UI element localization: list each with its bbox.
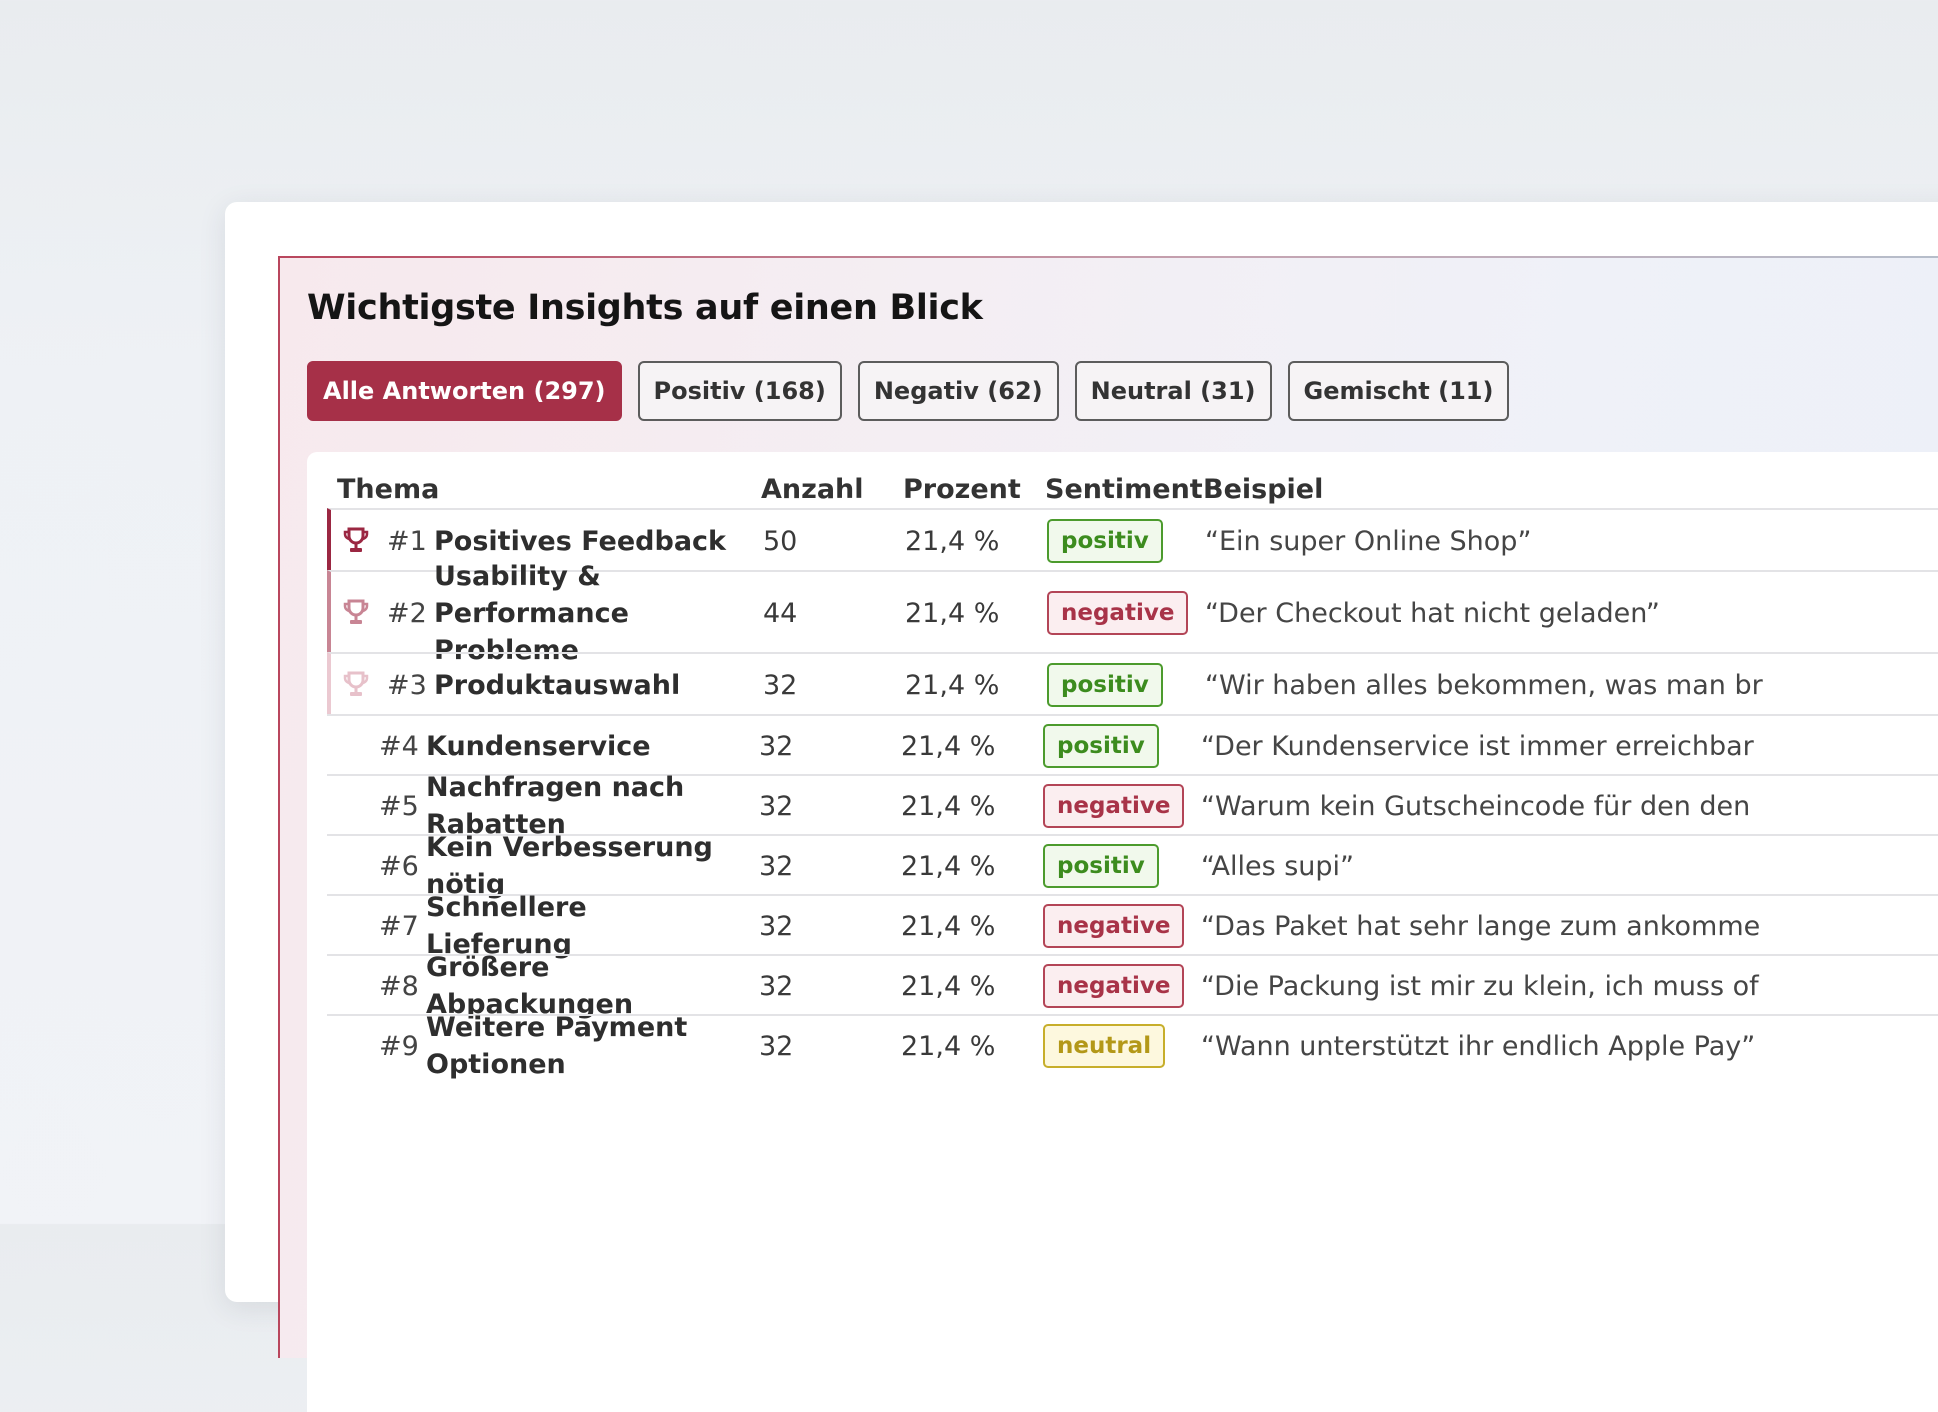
sentiment-badge: neutral	[1043, 1024, 1166, 1068]
percent-value: 21,4 %	[901, 910, 996, 942]
sentiment-badge: positiv	[1047, 519, 1163, 563]
example-quote: “Wann unterstützt ihr endlich Apple Pay”	[1201, 1030, 1756, 1062]
sentiment-cell: negative	[1043, 896, 1185, 956]
filter-neutral-button[interactable]: Neutral (31)	[1074, 361, 1272, 421]
section-title: Wichtigste Insights auf einen Blick	[307, 288, 983, 328]
column-header-beispiel[interactable]: Beispiel	[1203, 474, 1324, 505]
trophy-icon	[343, 510, 369, 572]
sentiment-badge: negative	[1043, 904, 1185, 948]
count-value: 50	[763, 525, 798, 557]
sentiment-cell: positiv	[1047, 510, 1163, 572]
theme-label: Produktauswahl	[434, 669, 681, 701]
sentiment-cell: negative	[1043, 776, 1185, 836]
rank-label: #2	[387, 597, 427, 629]
count-value: 44	[763, 597, 798, 629]
theme-label: Größere Abpackungen	[426, 952, 634, 1020]
example-quote: “Ein super Online Shop”	[1205, 525, 1532, 557]
sentiment-filter-bar: Alle Antworten (297) Positiv (168) Negat…	[307, 361, 1510, 421]
example-quote: “Warum kein Gutscheincode für den den	[1201, 790, 1751, 822]
filter-all-button[interactable]: Alle Antworten (297)	[307, 361, 622, 421]
count-value: 32	[763, 669, 798, 701]
percent-value: 21,4 %	[901, 790, 996, 822]
table-row[interactable]: #8 Größere Abpackungen 32 21,4 % negative “Di…	[327, 952, 1938, 1020]
count-value: 32	[759, 910, 794, 942]
table-row[interactable]: #6 Kein Verbesserung nötig 32 21,4 % positiv…	[327, 832, 1938, 900]
rank-label: #8	[379, 970, 419, 1002]
percent-value: 21,4 %	[905, 525, 1000, 557]
theme-label: Usability & Performance Probleme	[434, 560, 629, 666]
example-quote: “Der Checkout hat nicht geladen”	[1205, 597, 1660, 629]
percent-value: 21,4 %	[901, 730, 996, 762]
example-quote: “Das Paket hat sehr lange zum ankomme	[1201, 910, 1761, 942]
rank-label: #9	[379, 1030, 419, 1062]
theme-label: Kein Verbesserung nötig	[426, 832, 713, 900]
count-value: 32	[759, 850, 794, 882]
theme-label: Nachfragen nach Rabatten	[426, 772, 685, 840]
sentiment-badge: positiv	[1047, 663, 1163, 707]
filter-mixed-button[interactable]: Gemischt (11)	[1287, 361, 1510, 421]
percent-value: 21,4 %	[901, 970, 996, 1002]
count-value: 32	[759, 790, 794, 822]
rank-label: #1	[387, 525, 427, 557]
percent-value: 21,4 %	[905, 669, 1000, 701]
table-row[interactable]: #3 Produktauswahl 32 21,4 % positiv “Wir habe…	[327, 652, 1938, 716]
column-header-prozent[interactable]: Prozent	[903, 474, 1021, 505]
sentiment-badge: positiv	[1043, 844, 1159, 888]
trophy-icon	[343, 654, 369, 716]
percent-value: 21,4 %	[901, 850, 996, 882]
table-header: Thema Anzahl Prozent Sentiment Beispiel	[307, 452, 1938, 524]
sentiment-badge: negative	[1043, 784, 1185, 828]
filter-positive-button[interactable]: Positiv (168)	[637, 361, 842, 421]
percent-value: 21,4 %	[901, 1030, 996, 1062]
table-row[interactable]: #5 Nachfragen nach Rabatten 32 21,4 % negati…	[327, 772, 1938, 840]
insights-card: Wichtigste Insights auf einen Blick Alle…	[225, 202, 1938, 1412]
table-row[interactable]: #9 Weitere Payment Optionen 32 21,4 % neutra…	[327, 1012, 1938, 1080]
table-row[interactable]: #2 Usability & Performance Probleme 44 21,4…	[327, 560, 1938, 666]
example-quote: “Wir haben alles bekommen, was man br	[1205, 669, 1763, 701]
insights-table: Thema Anzahl Prozent Sentiment Beispiel …	[307, 452, 1938, 1412]
rank-label: #3	[387, 669, 427, 701]
sentiment-badge: negative	[1047, 591, 1189, 635]
insights-section: Wichtigste Insights auf einen Blick Alle…	[278, 256, 1938, 1412]
sentiment-cell: positiv	[1043, 836, 1159, 896]
column-header-sentiment[interactable]: Sentiment	[1045, 474, 1203, 505]
example-quote: “Der Kundenservice ist immer erreichbar	[1201, 730, 1754, 762]
theme-label: Positives Feedback	[434, 525, 727, 557]
count-value: 32	[759, 970, 794, 1002]
theme-label: Schnellere Lieferung	[426, 892, 587, 960]
sentiment-cell: negative	[1043, 956, 1185, 1016]
example-quote: “Die Packung ist mir zu klein, ich muss …	[1201, 970, 1759, 1002]
count-value: 32	[759, 730, 794, 762]
rank-label: #7	[379, 910, 419, 942]
sentiment-cell: negative	[1047, 572, 1189, 654]
table-row[interactable]: #7 Schnellere Lieferung 32 21,4 % negative “D…	[327, 892, 1938, 960]
rank-label: #5	[379, 790, 419, 822]
column-header-anzahl[interactable]: Anzahl	[761, 474, 864, 505]
example-quote: “Alles supi”	[1201, 850, 1355, 882]
sentiment-badge: negative	[1043, 964, 1185, 1008]
table-row[interactable]: #4 Kundenservice 32 21,4 % positiv “Der Kunde…	[327, 714, 1938, 776]
table-row[interactable]: #1 Positives Feedback 50 21,4 % positiv “Ein …	[327, 508, 1938, 572]
theme-label: Weitere Payment Optionen	[426, 1012, 688, 1080]
filter-negative-button[interactable]: Negativ (62)	[857, 361, 1059, 421]
count-value: 32	[759, 1030, 794, 1062]
sentiment-cell: neutral	[1043, 1016, 1166, 1076]
sentiment-cell: positiv	[1047, 654, 1163, 716]
trophy-icon	[343, 572, 369, 654]
sentiment-cell: positiv	[1043, 716, 1159, 776]
rank-label: #6	[379, 850, 419, 882]
column-header-thema[interactable]: Thema	[337, 474, 440, 505]
percent-value: 21,4 %	[905, 597, 1000, 629]
sentiment-badge: positiv	[1043, 724, 1159, 768]
theme-label: Kundenservice	[426, 730, 651, 762]
rank-label: #4	[379, 730, 419, 762]
